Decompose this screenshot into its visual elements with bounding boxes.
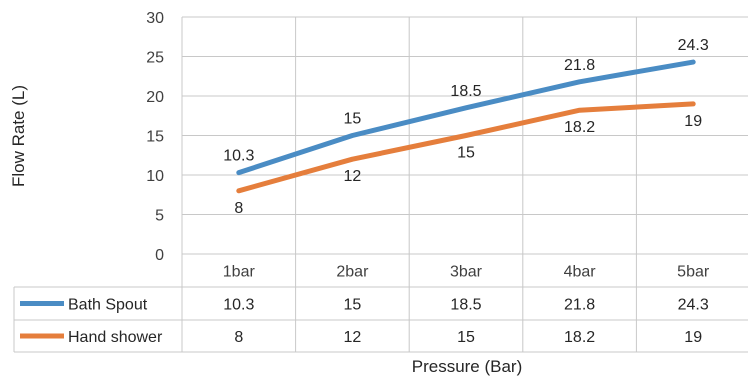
y-tick-label: 20 — [146, 89, 164, 106]
data-label: 18.5 — [450, 83, 481, 100]
data-label: 15 — [344, 111, 362, 128]
data-label: 18.2 — [564, 119, 595, 136]
y-tick-label: 15 — [146, 129, 164, 146]
x-category-label: 5bar — [677, 264, 710, 281]
x-category-label: 4bar — [564, 264, 597, 281]
x-axis-categories: 1bar 2bar 3bar 4bar 5bar — [223, 264, 710, 281]
legend-series-name: Bath Spout — [68, 297, 148, 314]
data-label: 19 — [684, 113, 702, 130]
data-labels: 10.3 15 18.5 21.8 24.3 8 12 15 18.2 19 — [223, 37, 709, 217]
y-tick-label: 30 — [146, 10, 164, 27]
y-tick-label: 5 — [155, 208, 164, 225]
table-cell-value: 24.3 — [678, 297, 709, 314]
data-table: Bath Spout 10.3 15 18.5 21.8 24.3 Hand shower 8… — [13, 253, 748, 353]
table-cell-value: 18.5 — [450, 297, 481, 314]
series-line — [236, 59, 696, 176]
legend-series-name: Hand shower — [68, 329, 163, 346]
table-cell-value: 15 — [344, 297, 362, 314]
data-label: 12 — [344, 168, 362, 185]
x-category-label: 1bar — [223, 264, 256, 281]
table-cell-value: 15 — [457, 329, 475, 346]
series-lines — [236, 59, 696, 194]
x-category-label: 3bar — [450, 264, 483, 281]
table-cell-value: 10.3 — [223, 297, 254, 314]
table-cell-value: 8 — [234, 329, 243, 346]
y-tick-label: 10 — [146, 168, 164, 185]
table-cell-value: 18.2 — [564, 329, 595, 346]
y-tick-label: 25 — [146, 50, 164, 67]
table-cell-value: 21.8 — [564, 297, 595, 314]
data-label: 8 — [234, 200, 243, 217]
x-axis-title: Pressure (Bar) — [412, 357, 523, 376]
y-axis-ticks: 0 5 10 15 20 25 30 — [146, 10, 164, 264]
y-axis-title: Flow Rate (L) — [9, 85, 28, 187]
data-label: 15 — [457, 145, 475, 162]
series-line — [236, 101, 696, 194]
table-cell-value: 19 — [684, 329, 702, 346]
y-tick-label: 0 — [155, 247, 164, 264]
data-label: 10.3 — [223, 148, 254, 165]
x-category-label: 2bar — [336, 264, 369, 281]
data-label: 24.3 — [678, 37, 709, 54]
data-label: 21.8 — [564, 57, 595, 74]
table-cell-value: 12 — [344, 329, 362, 346]
